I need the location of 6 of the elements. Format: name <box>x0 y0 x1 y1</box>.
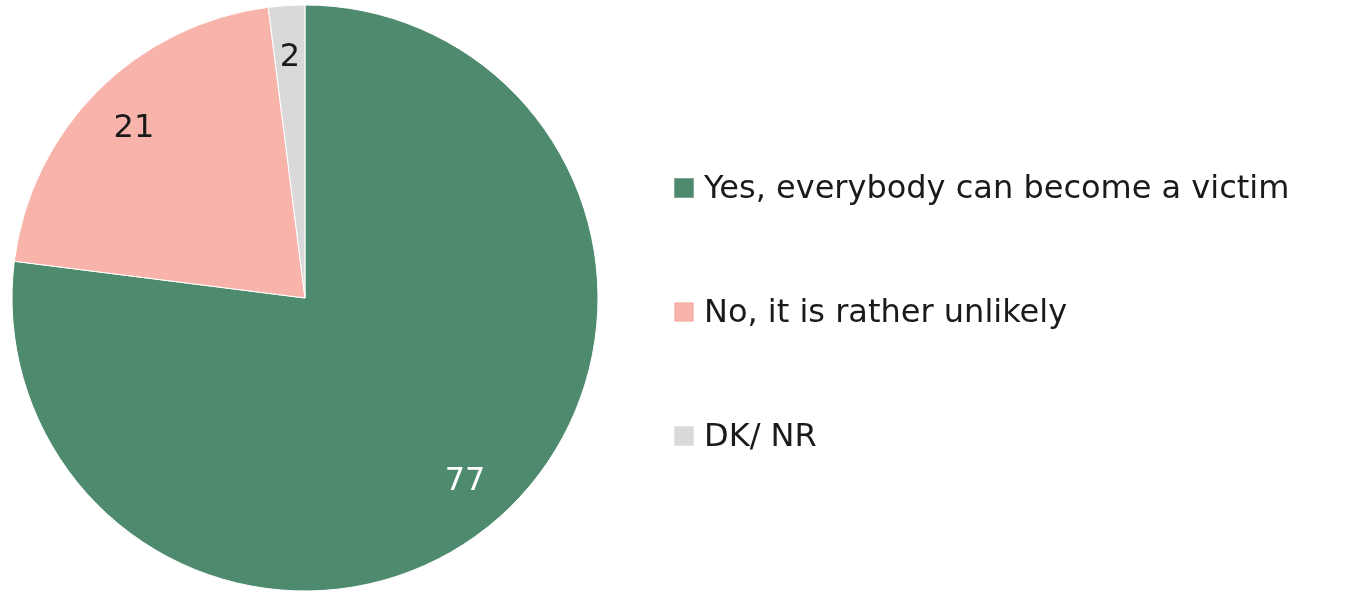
data-label: 77 <box>444 459 486 498</box>
legend-label: DK/ NR <box>704 416 817 454</box>
legend-label: Yes, everybody can become a victim <box>703 168 1290 206</box>
data-label: 2 <box>279 36 300 75</box>
data-label: 21 <box>113 106 155 145</box>
legend-label: No, it is rather unlikely <box>704 292 1068 330</box>
